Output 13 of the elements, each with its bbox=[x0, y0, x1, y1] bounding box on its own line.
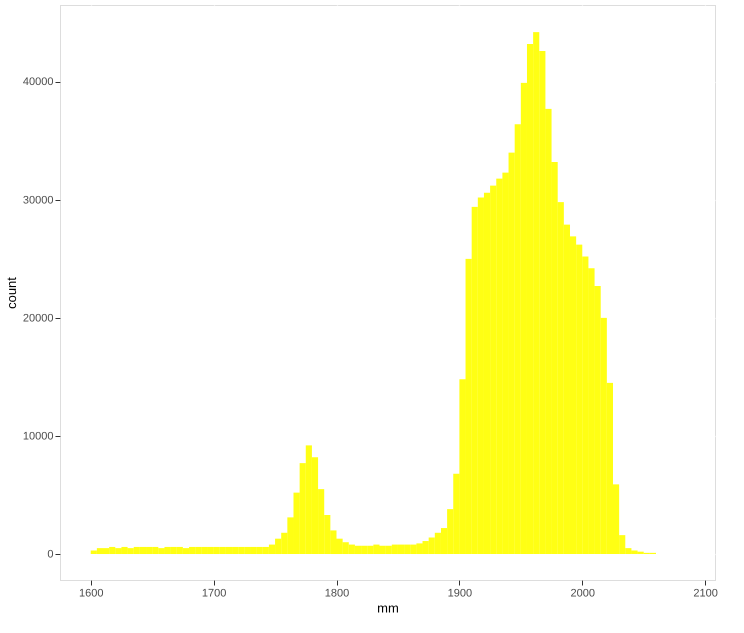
x-tick-label: 1700 bbox=[202, 588, 226, 600]
y-tick-label: 0 bbox=[47, 548, 54, 561]
y-axis-title: count bbox=[4, 276, 19, 309]
x-tick-label: 1900 bbox=[448, 588, 472, 600]
x-tick-label: 2000 bbox=[570, 588, 596, 600]
x-tick-label: 1600 bbox=[78, 588, 104, 600]
y-tick-label: 10000 bbox=[22, 430, 54, 442]
y-tick-label: 20000 bbox=[22, 312, 54, 324]
y-tick-label: 40000 bbox=[22, 76, 54, 88]
x-tick-label: 1800 bbox=[324, 588, 350, 600]
x-tick-label: 2100 bbox=[693, 588, 718, 600]
y-tick-label: 30000 bbox=[22, 194, 54, 206]
x-axis-title: mm bbox=[377, 600, 399, 616]
